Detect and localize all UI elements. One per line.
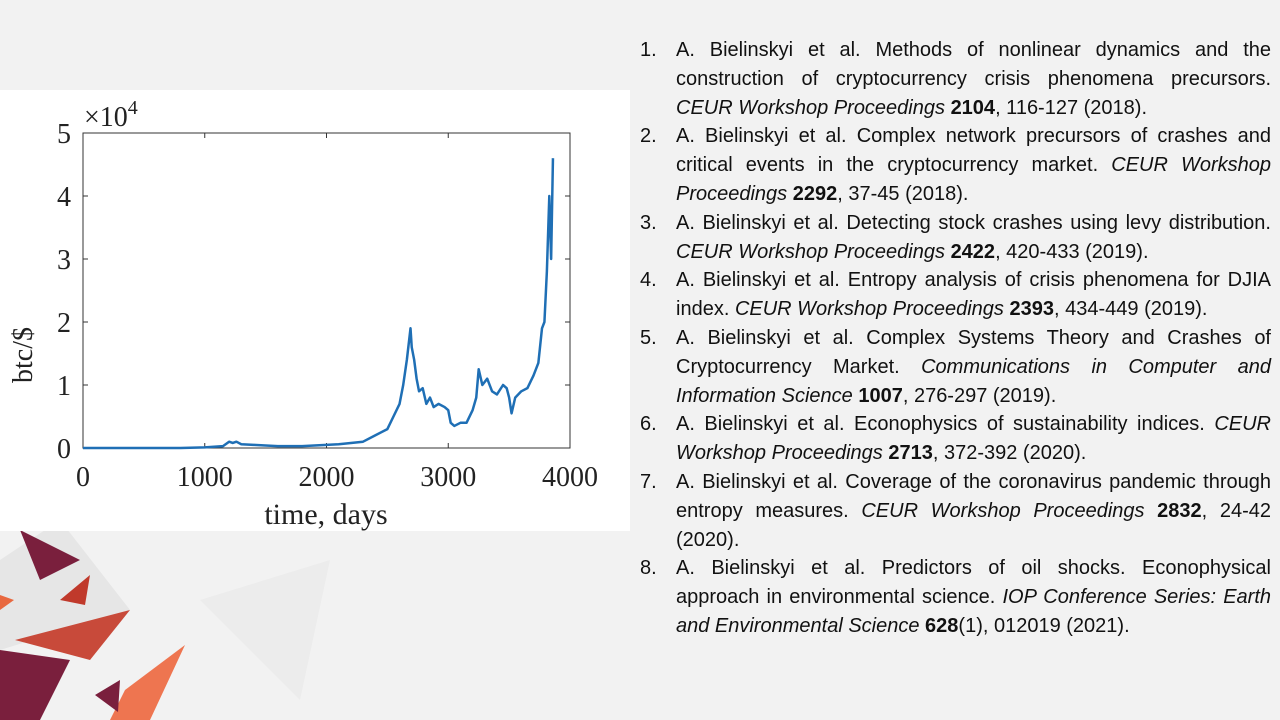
reference-text: A. Bielinskyi et al. Econophysics of sus…: [676, 413, 1205, 436]
reference-volume: 2104: [950, 96, 996, 119]
reference-number: 6.: [640, 413, 657, 436]
reference-volume: 2713: [888, 442, 933, 465]
x-tick-label: 1000: [177, 462, 233, 493]
y-multiplier-base: ×10: [84, 102, 128, 133]
plot-frame: [82, 132, 571, 449]
x-tick-label: 3000: [420, 462, 476, 493]
reference-journal: CEUR Workshop Proceedings: [676, 240, 945, 263]
reference-journal: CEUR Workshop Proceedings: [676, 154, 1271, 205]
reference-text: A. Bielinskyi et al. Detecting stock cra…: [676, 211, 1271, 234]
reference-number: 3.: [640, 211, 657, 234]
y-tick-label: 3: [57, 245, 71, 276]
reference-body: A. Bielinskyi et al. Predictors of oil s…: [676, 554, 1271, 640]
reference-body: A. Bielinskyi et al. Methods of nonlinea…: [676, 36, 1271, 122]
reference-text: A. Bielinskyi et al. Complex network pre…: [676, 125, 1271, 177]
reference-number: 2.: [640, 125, 657, 148]
reference-text: A. Bielinskyi et al. Methods of nonlinea…: [676, 39, 1271, 90]
reference-text: A. Bielinskyi et al. Entropy analysis of…: [676, 269, 1271, 321]
y-tick-label: 1: [57, 371, 71, 402]
reference-volume: 1007: [858, 384, 903, 407]
chart-panel: btc/$ time, days ×104 0 1 2 3 4 5 0 1000 2000 300…: [0, 90, 630, 531]
reference-journal: CEUR Workshop Proceedings: [676, 413, 1271, 465]
reference-journal: IOP Conference Series: Earth and Environ…: [676, 586, 1271, 637]
reference-text: A. Bielinskyi et al. Coverage of the cor…: [676, 470, 1271, 522]
reference-pages: , 372-392 (2020).: [932, 442, 1087, 465]
reference-body: A. Bielinskyi et al. Complex Systems The…: [676, 324, 1271, 410]
reference-volume: 2422: [950, 240, 996, 263]
reference: 8. A. Bielinskyi et al. Predictors of oil…: [640, 554, 1271, 640]
reference-pages: , 420-433 (2019).: [995, 240, 1149, 263]
reference-number: 7.: [640, 470, 657, 493]
reference-list: 1. A. Bielinskyi et al. Methods of nonlin…: [640, 36, 1271, 641]
y-tick-label: 2: [57, 308, 71, 339]
reference: 2. A. Bielinskyi et al. Complex network p…: [640, 122, 1271, 208]
reference-pages: (1), 012019 (2021).: [958, 614, 1130, 637]
data-line: [83, 158, 555, 450]
reference-number: 1.: [640, 39, 657, 61]
reference-volume: 628: [925, 614, 959, 637]
reference-body: A. Bielinskyi et al. Entropy analysis of…: [676, 266, 1271, 324]
reference-volume: 2292: [792, 182, 838, 205]
reference: 6. A. Bielinskyi et al. Econophysics of s…: [640, 410, 1271, 468]
reference-pages: , 276-297 (2019).: [902, 384, 1057, 407]
reference: 1. A. Bielinskyi et al. Methods of nonlin…: [640, 36, 1271, 122]
reference-pages: , 24-42 (2020).: [676, 499, 1271, 551]
y-axis-label: btc/$: [8, 327, 39, 383]
x-tick-label: 2000: [299, 462, 355, 493]
reference: 3. A. Bielinskyi et al. Detecting stock c…: [640, 209, 1271, 267]
reference-body: A. Bielinskyi et al. Econophysics of sus…: [676, 410, 1271, 468]
reference: 4. A. Bielinskyi et al. Entropy analysis …: [640, 266, 1271, 324]
reference-body: A. Bielinskyi et al. Complex network pre…: [676, 122, 1271, 208]
reference-text: A. Bielinskyi et al. Complex Systems The…: [676, 326, 1271, 378]
x-axis-label: time, days: [264, 498, 387, 531]
reference-number: 8.: [640, 557, 657, 580]
reference: 5. A. Bielinskyi et al. Complex Systems T…: [640, 324, 1271, 410]
x-tick-label: 4000: [542, 462, 598, 493]
y-multiplier: ×104: [84, 97, 138, 133]
y-tick-label: 4: [57, 182, 71, 213]
reference-journal: CEUR Workshop Proceedings: [861, 499, 1145, 522]
reference-pages: , 434-449 (2019).: [1054, 298, 1208, 321]
reference-text: A. Bielinskyi et al. Predictors of oil s…: [676, 557, 1271, 609]
x-tick-label: 0: [76, 462, 90, 493]
reference-journal: Communications in Computer and Informati…: [676, 355, 1271, 407]
reference-body: A. Bielinskyi et al. Detecting stock cra…: [676, 209, 1271, 267]
y-multiplier-exponent: 4: [128, 97, 138, 119]
y-tick-label: 5: [57, 119, 71, 150]
reference-body: A. Bielinskyi et al. Coverage of the cor…: [676, 468, 1271, 554]
reference-number: 5.: [640, 326, 657, 349]
reference-journal: CEUR Workshop Proceedings: [676, 96, 945, 119]
reference-journal: CEUR Workshop Proceedings: [734, 298, 1004, 321]
reference-number: 4.: [640, 269, 657, 292]
reference-volume: 2832: [1157, 499, 1202, 522]
reference-pages: , 116-127 (2018).: [995, 96, 1148, 119]
reference: 7. A. Bielinskyi et al. Coverage of the c…: [640, 468, 1271, 554]
y-tick-label: 0: [57, 434, 71, 465]
reference-volume: 2393: [1009, 298, 1055, 321]
reference-pages: , 37-45 (2018).: [837, 182, 969, 205]
